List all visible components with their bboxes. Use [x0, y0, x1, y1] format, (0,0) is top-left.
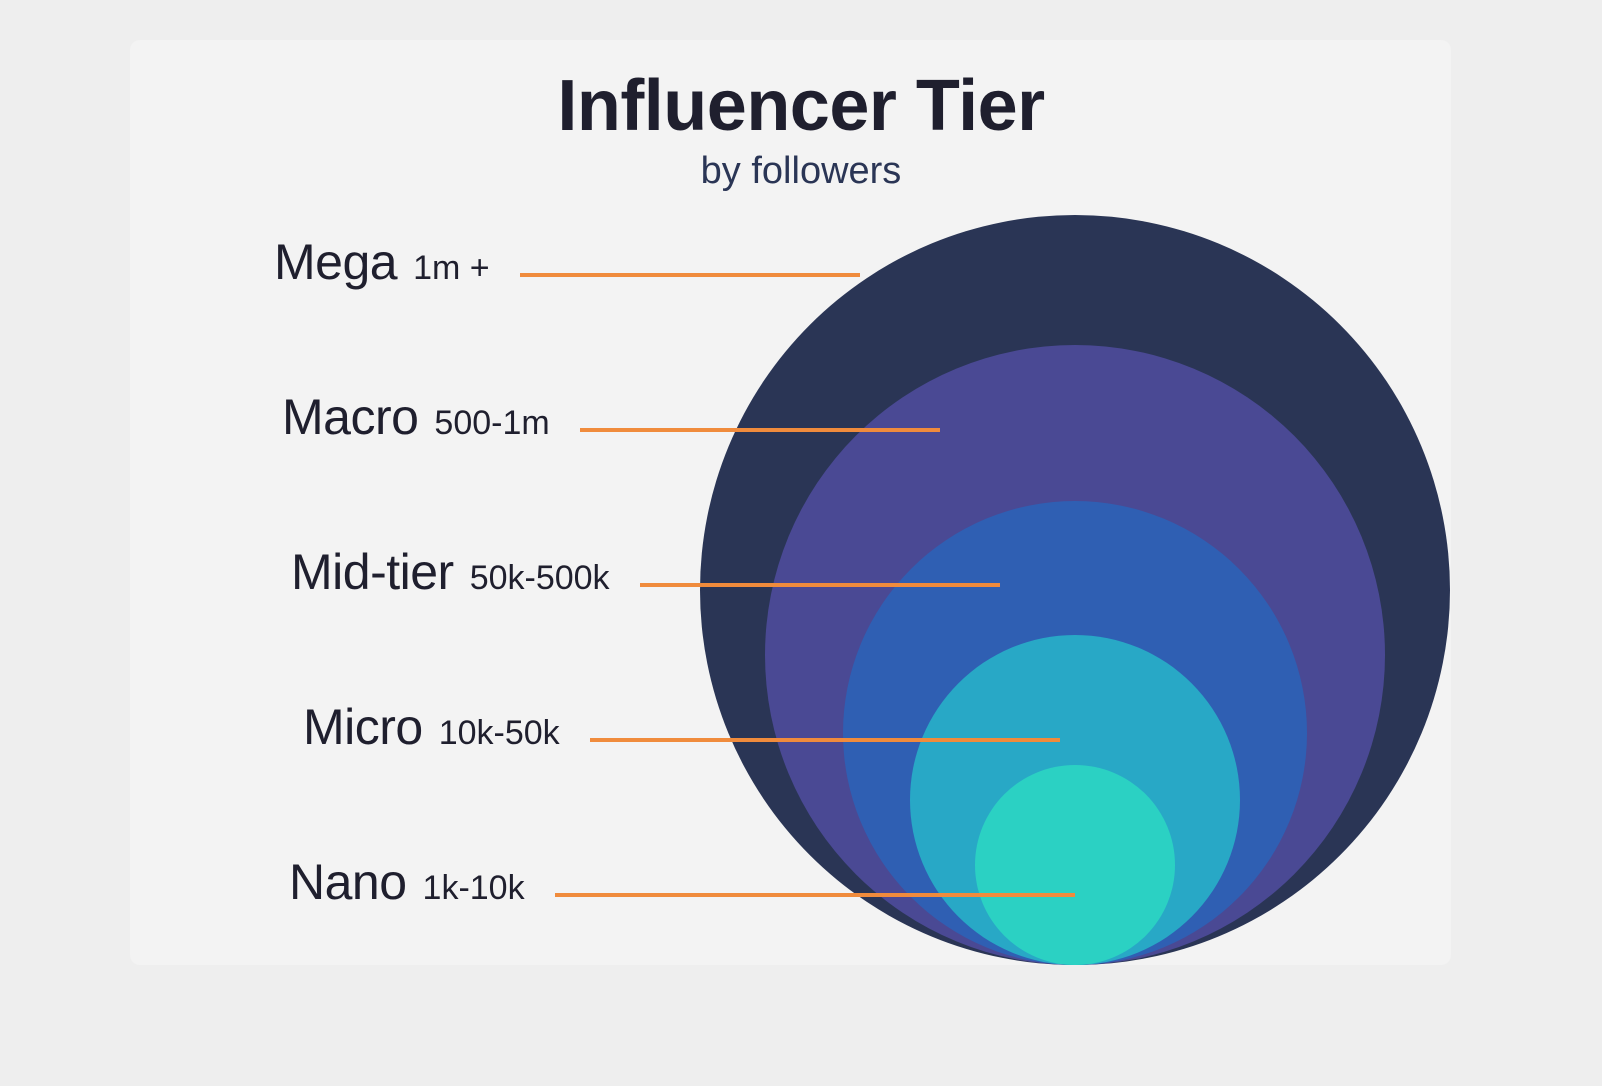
tier-row-mid-tier: Mid-tier 50k-500k: [291, 543, 610, 601]
tier-name: Macro: [282, 388, 418, 446]
tier-name: Micro: [303, 698, 423, 756]
tier-row-mega: Mega 1m +: [274, 233, 490, 291]
leader-line: [590, 738, 1060, 742]
chart-subtitle: by followers: [0, 150, 1602, 193]
leader-line: [520, 273, 860, 277]
tier-range: 500-1m: [434, 404, 549, 443]
tier-name: Mid-tier: [291, 543, 454, 601]
leader-line: [555, 893, 1075, 897]
tier-range: 1m +: [413, 249, 490, 288]
tier-name: Mega: [274, 233, 397, 291]
tier-row-nano: Nano 1k-10k: [289, 853, 525, 911]
tier-range: 50k-500k: [470, 559, 610, 598]
tier-row-micro: Micro 10k-50k: [303, 698, 560, 756]
tier-row-macro: Macro 500-1m: [282, 388, 550, 446]
leader-line: [580, 428, 940, 432]
leader-line: [640, 583, 1000, 587]
tier-name: Nano: [289, 853, 407, 911]
chart-title: Influencer Tier: [0, 65, 1602, 147]
tier-circle-nano: [975, 765, 1175, 965]
tier-range: 1k-10k: [423, 869, 525, 908]
tier-range: 10k-50k: [439, 714, 560, 753]
chart-stage: Influencer Tierby followers Mega 1m + Macro…: [0, 0, 1602, 1086]
